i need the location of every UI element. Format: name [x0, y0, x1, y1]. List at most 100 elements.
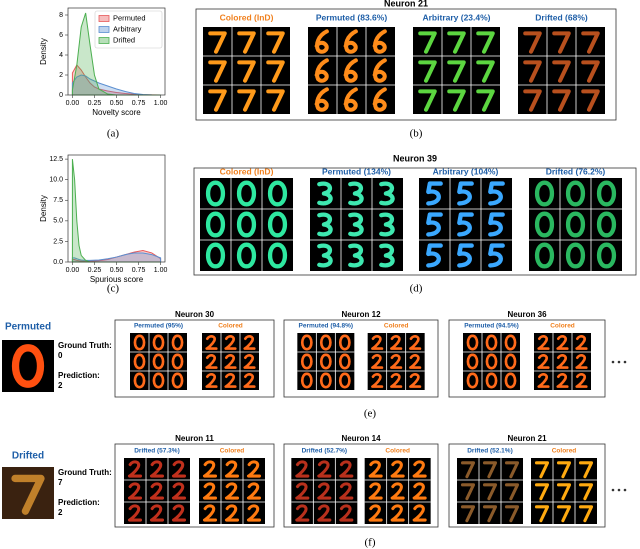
x-tick-label: 0.75 [132, 267, 146, 274]
digit-image [518, 85, 547, 114]
digit-image [335, 458, 358, 480]
digit-image [364, 480, 387, 502]
digit-stroke [317, 460, 332, 478]
digit-image [261, 85, 290, 114]
digit-stroke [224, 373, 237, 388]
digit-stroke [460, 461, 476, 479]
digit-image [572, 371, 591, 390]
digit-image [479, 458, 501, 480]
digit-image [501, 502, 523, 524]
digit-stroke [578, 505, 594, 523]
digit-image [482, 333, 501, 352]
digit-stroke [565, 180, 586, 207]
digit-stroke [266, 89, 285, 112]
density-area [71, 252, 162, 263]
digit-stroke [575, 354, 588, 369]
digit-image [366, 56, 395, 85]
group-label: Permuted (83.6%) [316, 12, 387, 22]
legend-label: Drifted [113, 35, 135, 44]
digit-image [291, 480, 314, 502]
digit-stroke [412, 482, 427, 500]
digit-image [386, 458, 409, 480]
digit-stroke [581, 31, 600, 54]
digit-image [531, 480, 553, 502]
digit-stroke [523, 31, 542, 54]
panel-title: Neuron 36 [507, 310, 547, 319]
digit-image [310, 240, 341, 271]
digit-stroke [556, 335, 569, 350]
digit-stroke [372, 58, 387, 83]
digit-image [335, 352, 355, 371]
digit-image [442, 56, 471, 85]
digit-stroke [390, 335, 403, 350]
digit-stroke [171, 353, 184, 370]
digit-stroke [205, 354, 218, 369]
digit-image [529, 178, 560, 209]
digit-image [413, 85, 442, 114]
digit-stroke [390, 354, 403, 369]
digit-image [591, 209, 622, 240]
digit-stroke [267, 211, 288, 238]
group-label: Drifted (57.3%) [134, 448, 180, 455]
digit-stroke [488, 212, 505, 237]
digit-stroke [476, 31, 495, 54]
digit-stroke [390, 460, 405, 478]
digit-image [372, 240, 403, 271]
digit-stroke [236, 180, 257, 207]
digit-stroke [578, 483, 594, 501]
digit-image [243, 502, 265, 524]
digit-stroke [534, 483, 550, 501]
digit-stroke [152, 353, 165, 370]
legend-label: Permuted [113, 13, 146, 22]
digit-stroke [205, 242, 226, 269]
digit-stroke [224, 335, 237, 350]
ground-truth-label: Ground Truth: [58, 341, 112, 350]
digit-image [408, 458, 431, 480]
digit-stroke [348, 243, 364, 268]
digit-image [405, 371, 425, 390]
digit-stroke [412, 504, 427, 522]
digit-image [531, 458, 553, 480]
group-label: Drifted (68%) [535, 12, 588, 22]
digit-image [124, 480, 146, 502]
panel-title: Neuron 14 [341, 434, 381, 443]
digit-image [221, 352, 240, 371]
digit-image [335, 502, 358, 524]
legend-swatch [98, 15, 110, 22]
panel-title: Neuron 39 [393, 153, 437, 163]
digit-stroke [314, 58, 329, 83]
digit-image [313, 502, 336, 524]
legend-label: Arbitrary [113, 24, 142, 33]
digit-stroke [534, 242, 555, 269]
digit-image [168, 458, 190, 480]
digit-stroke [537, 373, 550, 388]
digit-stroke [338, 372, 351, 389]
digit-stroke [482, 483, 498, 501]
digit-image [408, 502, 431, 524]
digit-stroke [205, 211, 226, 238]
digit-stroke [565, 211, 586, 238]
x-tick-label: 0.00 [66, 100, 80, 107]
digit-image [591, 178, 622, 209]
digit-image [297, 371, 317, 390]
digit-image [442, 85, 471, 114]
digit-image [146, 458, 168, 480]
digit-image [463, 333, 482, 352]
digit-stroke [379, 212, 395, 237]
digit-image [310, 209, 341, 240]
digit-image [231, 178, 262, 209]
digit-image [591, 240, 622, 271]
digit-image [2, 340, 54, 392]
group-label: Colored [550, 323, 575, 330]
digit-stroke [339, 504, 354, 522]
digit-stroke [246, 460, 262, 478]
digit-image [202, 333, 221, 352]
digit-stroke [556, 354, 569, 369]
legend-box [94, 10, 163, 49]
digit-stroke [127, 504, 143, 522]
digit-stroke [372, 29, 387, 54]
digit-image [130, 352, 149, 371]
digit-image [419, 209, 450, 240]
digit-image [457, 480, 479, 502]
digit-image [575, 502, 597, 524]
